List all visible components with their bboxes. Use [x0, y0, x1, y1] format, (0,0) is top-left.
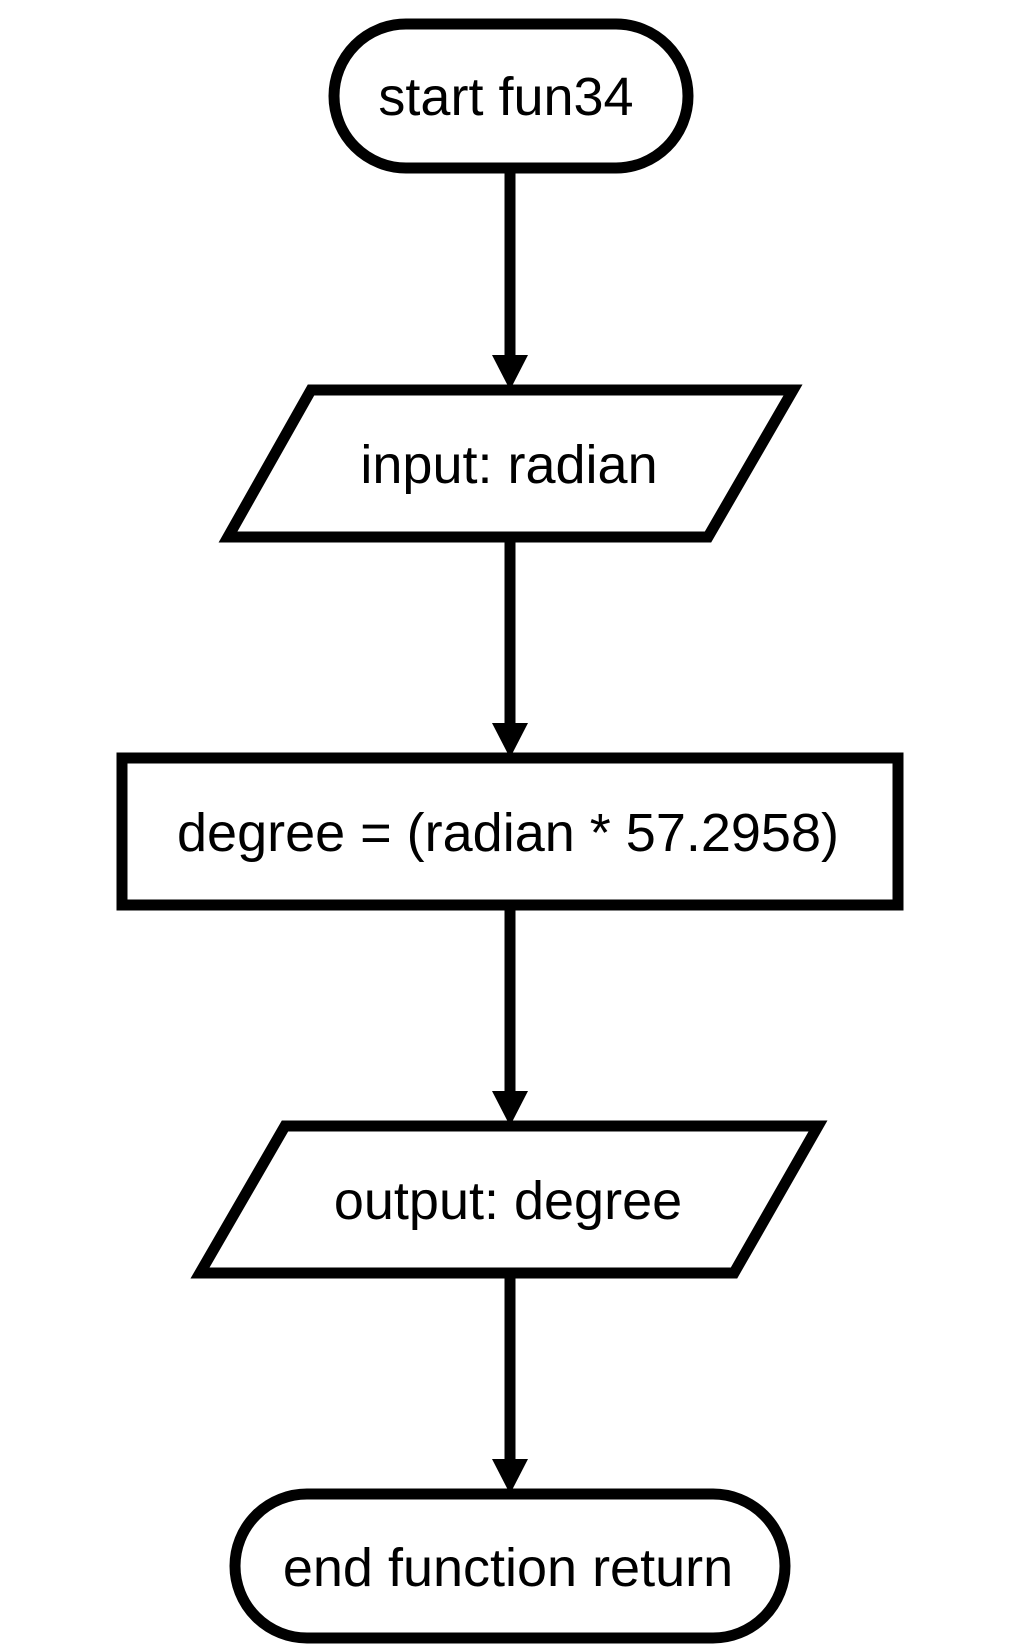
input-node: input: radian	[218, 384, 803, 543]
edge-process-to-output	[492, 905, 528, 1126]
end-label: end function return	[283, 1538, 733, 1598]
input-label: input: radian	[360, 435, 657, 495]
start-label: start fun34	[378, 67, 633, 127]
output-node: output: degree	[190, 1120, 828, 1279]
edge-start-to-input	[492, 168, 528, 390]
end-node: end function return	[229, 1488, 791, 1644]
edge-output-to-end	[492, 1273, 528, 1494]
process-node: degree = (radian * 57.2958)	[116, 752, 904, 911]
output-label: output: degree	[334, 1171, 682, 1231]
process-label: degree = (radian * 57.2958)	[177, 803, 839, 863]
edge-input-to-process	[492, 537, 528, 758]
start-node: start fun34	[328, 18, 694, 174]
